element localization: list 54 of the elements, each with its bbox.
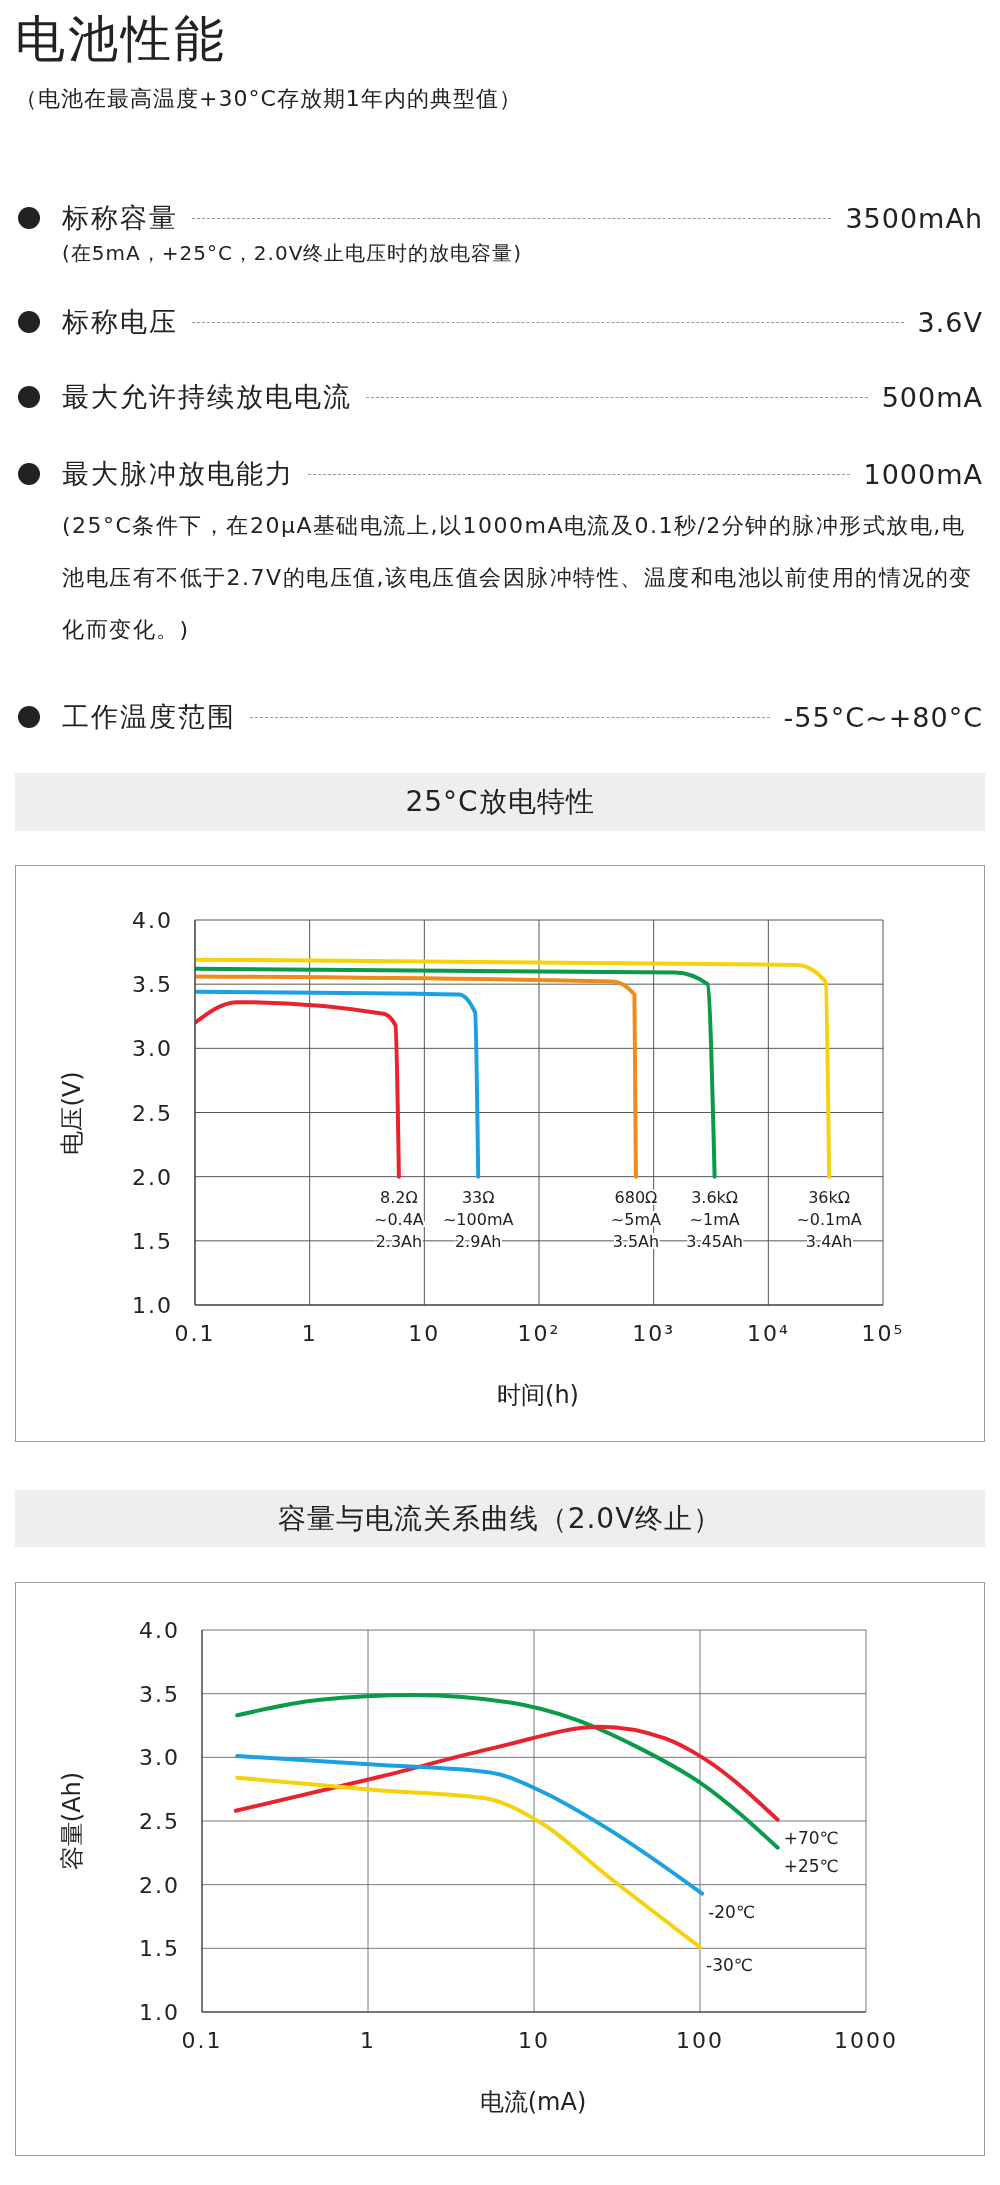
y-tick-label: 3.5 bbox=[132, 972, 173, 998]
text: 最大脉冲放电能力 bbox=[62, 457, 294, 491]
text: 33Ω ~100mA 2.9Ah bbox=[442, 1187, 514, 1251]
y-tick-label: 4.0 bbox=[139, 1618, 180, 1643]
text: 标称容量 bbox=[62, 201, 178, 235]
y-tick-label: 1.0 bbox=[132, 1293, 173, 1318]
series-label: +70℃ bbox=[783, 1827, 839, 1848]
text: 工作温度范围 bbox=[62, 700, 236, 734]
x-tick-label: 10⁵ bbox=[861, 1321, 905, 1346]
x-axis-title: 时间(h) bbox=[496, 1380, 580, 1411]
y-tick-label: 2.0 bbox=[139, 1872, 180, 1898]
text: 1000mA bbox=[863, 458, 983, 490]
x-tick-label: 10² bbox=[517, 1321, 561, 1346]
text: 3.6V bbox=[917, 306, 983, 338]
y-axis-title: 电压(V) bbox=[57, 1069, 87, 1157]
y-tick-label: 2.0 bbox=[132, 1164, 173, 1190]
y-tick-label: 2.5 bbox=[139, 1809, 180, 1834]
y-axis-title: 容量(Ah) bbox=[57, 1770, 87, 1873]
chart-title: 25°C放电特性 bbox=[405, 784, 595, 820]
x-tick-label: 1 bbox=[301, 1321, 318, 1346]
text: 500mA bbox=[881, 381, 983, 413]
x-axis-title: 电流(mA) bbox=[478, 2087, 588, 2118]
chart-title: 容量与电流关系曲线（2.0V终止） bbox=[277, 1500, 723, 1537]
text: -55°C~+80°C bbox=[783, 701, 983, 733]
series-label: 8.2Ω ~0.4A 2.3Ah bbox=[374, 1187, 424, 1251]
text: (25°C条件下，在20μA基础电流上,以1000mA电流及0.1秒/2分钟的脉冲形式放电,电池电压有不低于2.7V的电压值,该电压值会因脉冲特性、温度和电池以前使用的情况的变化而变化。) bbox=[62, 513, 973, 642]
x-tick-label: 100 bbox=[676, 2028, 724, 2053]
series-label: -30℃ bbox=[706, 1955, 753, 1976]
x-tick-label: 1 bbox=[360, 2028, 376, 2053]
series-label: +25℃ bbox=[783, 1855, 839, 1876]
x-tick-label: 10 bbox=[518, 2028, 550, 2053]
x-tick-label: 0.1 bbox=[174, 1321, 216, 1346]
text: (在5mA，+25°C，2.0V终止电压时的放电容量) bbox=[62, 240, 523, 267]
x-tick-label: 0.1 bbox=[181, 2028, 223, 2053]
text: 最大允许持续放电电流 bbox=[62, 380, 352, 414]
series-label: -20℃ bbox=[708, 1901, 755, 1922]
x-tick-label: 10 bbox=[408, 1321, 441, 1346]
y-tick-label: 1.5 bbox=[132, 1228, 173, 1254]
y-tick-label: 3.0 bbox=[132, 1036, 173, 1062]
y-tick-label: 4.0 bbox=[132, 908, 173, 933]
y-tick-label: 3.0 bbox=[139, 1745, 180, 1771]
x-tick-label: 10⁴ bbox=[746, 1321, 790, 1346]
y-tick-label: 1.5 bbox=[139, 1936, 180, 1962]
text: 标称电压 bbox=[62, 305, 178, 339]
x-tick-label: 10³ bbox=[632, 1321, 676, 1346]
text: 3500mAh bbox=[845, 202, 983, 234]
series-label: 3.6kΩ ~1mA 3.45Ah bbox=[686, 1187, 743, 1251]
y-tick-label: 2.5 bbox=[132, 1100, 173, 1126]
y-tick-label: 1.0 bbox=[139, 2000, 180, 2025]
text: （电池在最高温度+30°C存放期1年内的典型值） bbox=[15, 85, 522, 113]
text: 电池性能 bbox=[15, 9, 227, 70]
x-tick-label: 1000 bbox=[834, 2028, 898, 2053]
text: 36kΩ ~0.1mA 3.4Ah bbox=[796, 1187, 862, 1251]
y-tick-label: 3.5 bbox=[139, 1681, 180, 1707]
